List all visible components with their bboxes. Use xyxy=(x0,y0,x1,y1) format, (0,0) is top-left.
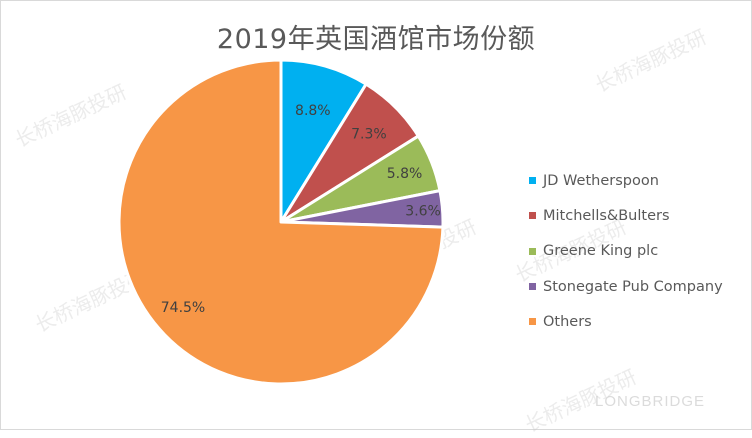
data-label: 74.5% xyxy=(161,300,205,316)
legend-item-greene-king[interactable]: Greene King plc xyxy=(529,234,723,269)
legend-swatch-icon xyxy=(529,212,536,220)
legend-item-mitchells-bulters[interactable]: Mitchells&Bulters xyxy=(529,198,723,233)
legend-swatch-icon xyxy=(529,318,536,326)
legend-label: JD Wetherspoon xyxy=(543,172,659,189)
legend-swatch-icon xyxy=(529,283,536,291)
data-label: 5.8% xyxy=(387,166,423,182)
pie-slice-others[interactable] xyxy=(117,58,445,386)
legend-swatch-icon xyxy=(529,177,536,185)
legend-item-stonegate[interactable]: Stonegate Pub Company xyxy=(529,269,723,304)
legend-swatch-icon xyxy=(529,247,536,255)
pie-slice-jd-wetherspoon[interactable] xyxy=(279,58,368,224)
legend-item-jd-wetherspoon[interactable]: JD Wetherspoon xyxy=(529,163,723,198)
legend-label: Mitchells&Bulters xyxy=(543,207,670,224)
legend: JD Wetherspoon Mitchells&Bulters Greene … xyxy=(529,163,723,339)
legend-item-others[interactable]: Others xyxy=(529,304,723,339)
data-label: 3.6% xyxy=(405,203,441,219)
legend-label: Greene King plc xyxy=(543,243,659,260)
legend-label: Others xyxy=(543,313,592,330)
chart-title: 2019年英国酒馆市场份额 xyxy=(216,24,536,55)
data-label: 8.8% xyxy=(295,103,331,119)
data-label: 7.3% xyxy=(351,127,387,143)
longbridge-logo: LONGBRIDGE xyxy=(595,393,706,410)
legend-label: Stonegate Pub Company xyxy=(543,278,723,295)
